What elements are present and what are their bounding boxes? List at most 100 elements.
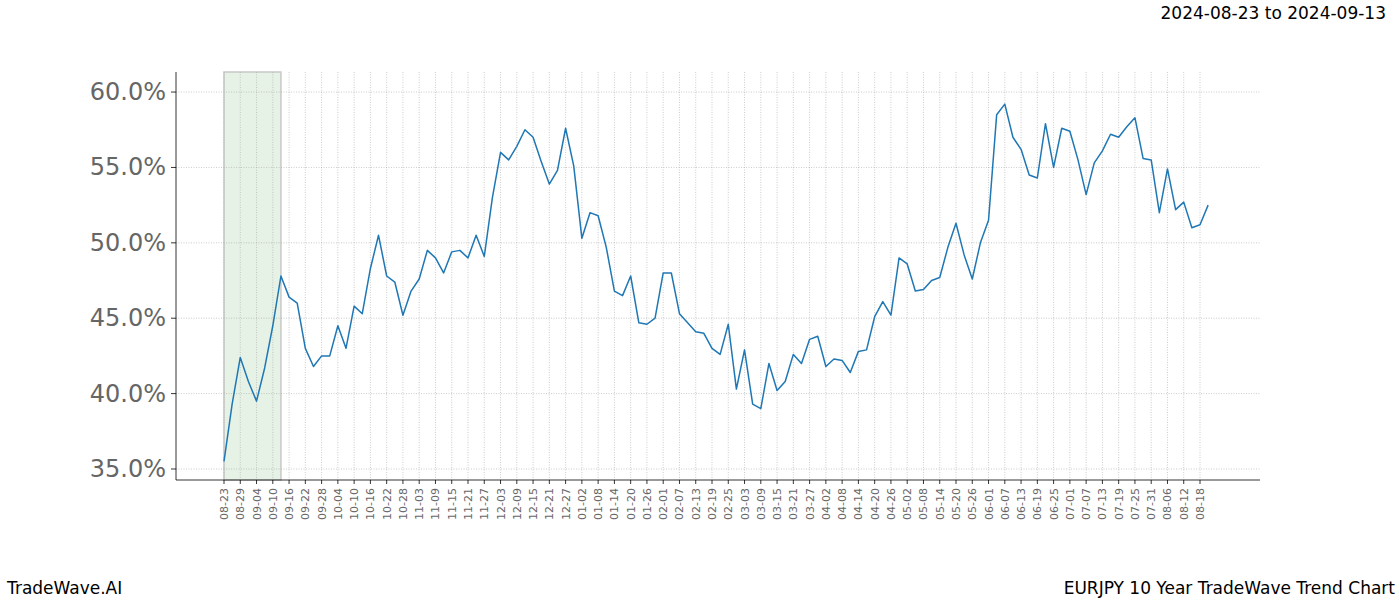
x-tick	[728, 480, 729, 484]
x-tick-label: 07-13	[1096, 488, 1109, 520]
x-tick-label: 01-08	[592, 488, 605, 520]
x-tick	[386, 480, 387, 484]
x-grid-line	[1200, 72, 1201, 480]
x-grid-line	[435, 72, 436, 480]
y-grid-line	[176, 318, 1260, 319]
y-tick-label: 50.0%	[90, 229, 166, 257]
x-tick-label: 01-20	[625, 488, 638, 520]
x-tick-label: 01-14	[608, 488, 621, 520]
x-tick-label: 11-21	[462, 488, 475, 520]
y-tick-label: 45.0%	[90, 304, 166, 332]
x-grid-line	[679, 72, 680, 480]
x-tick-label: 10-16	[364, 488, 377, 520]
x-tick	[825, 480, 826, 484]
x-tick	[695, 480, 696, 484]
x-tick-label: 05-08	[917, 488, 930, 520]
x-tick	[1021, 480, 1022, 484]
y-tick	[171, 468, 176, 469]
source: TradeWave.AI	[6, 578, 122, 598]
x-tick	[744, 480, 745, 484]
x-tick-label: 04-08	[836, 488, 849, 520]
x-tick	[305, 480, 306, 484]
y-tick	[171, 242, 176, 243]
x-tick-label: 03-03	[739, 488, 752, 520]
x-tick	[842, 480, 843, 484]
x-grid-line	[402, 72, 403, 480]
x-tick	[500, 480, 501, 484]
x-grid-line	[224, 72, 225, 480]
x-tick	[874, 480, 875, 484]
x-grid-line	[1053, 72, 1054, 480]
x-grid-line	[240, 72, 241, 480]
x-tick	[1134, 480, 1135, 484]
x-grid-line	[695, 72, 696, 480]
x-grid-line	[533, 72, 534, 480]
x-tick	[923, 480, 924, 484]
x-tick	[858, 480, 859, 484]
x-grid-line	[923, 72, 924, 480]
x-grid-line	[646, 72, 647, 480]
chart: 35.0%40.0%45.0%50.0%55.0%60.0%08-2308-29…	[0, 0, 1400, 600]
x-grid-line	[305, 72, 306, 480]
trend-line	[224, 104, 1208, 461]
x-grid-line	[874, 72, 875, 480]
x-tick	[1200, 480, 1201, 484]
x-tick-label: 07-01	[1064, 488, 1077, 520]
x-tick	[435, 480, 436, 484]
x-tick	[581, 480, 582, 484]
x-tick-label: 02-19	[706, 488, 719, 520]
x-tick-label: 07-07	[1080, 488, 1093, 520]
x-tick-label: 04-20	[869, 488, 882, 520]
x-tick	[419, 480, 420, 484]
x-grid-line	[321, 72, 322, 480]
x-tick	[1004, 480, 1005, 484]
x-tick	[598, 480, 599, 484]
x-grid-line	[1037, 72, 1038, 480]
x-grid-line	[1151, 72, 1152, 480]
x-tick	[354, 480, 355, 484]
x-grid-line	[988, 72, 989, 480]
x-tick-label: 06-19	[1031, 488, 1044, 520]
x-grid-line	[272, 72, 273, 480]
x-tick	[224, 480, 225, 484]
x-tick-label: 09-10	[267, 488, 280, 520]
x-tick	[468, 480, 469, 484]
x-tick-label: 12-27	[560, 488, 573, 520]
x-grid-line	[956, 72, 957, 480]
x-tick	[614, 480, 615, 484]
x-grid-line	[793, 72, 794, 480]
x-tick	[549, 480, 550, 484]
x-tick-label: 02-01	[657, 488, 670, 520]
x-tick	[646, 480, 647, 484]
y-grid-line	[176, 393, 1260, 394]
x-tick	[533, 480, 534, 484]
x-tick-label: 12-15	[527, 488, 540, 520]
x-tick-label: 05-02	[901, 488, 914, 520]
x-tick	[1167, 480, 1168, 484]
x-grid-line	[484, 72, 485, 480]
x-tick	[289, 480, 290, 484]
y-tick	[171, 318, 176, 319]
x-tick-label: 05-20	[950, 488, 963, 520]
x-grid-line	[1134, 72, 1135, 480]
x-grid-line	[1021, 72, 1022, 480]
x-tick-label: 01-02	[576, 488, 589, 520]
title: 2024-08-23 to 2024-09-13	[1161, 3, 1386, 23]
x-grid-line	[1118, 72, 1119, 480]
x-tick	[777, 480, 778, 484]
x-grid-line	[1167, 72, 1168, 480]
y-tick-label: 40.0%	[90, 380, 166, 408]
x-tick-label: 03-21	[787, 488, 800, 520]
x-tick-label: 12-03	[495, 488, 508, 520]
x-tick-label: 06-25	[1048, 488, 1061, 520]
x-tick-label: 09-22	[299, 488, 312, 520]
x-grid-line	[614, 72, 615, 480]
x-tick-label: 09-28	[316, 488, 329, 520]
y-grid-line	[176, 167, 1260, 168]
x-tick	[712, 480, 713, 484]
x-tick	[809, 480, 810, 484]
x-tick-label: 10-22	[381, 488, 394, 520]
x-tick	[370, 480, 371, 484]
x-tick	[1037, 480, 1038, 484]
x-tick-label: 10-10	[348, 488, 361, 520]
